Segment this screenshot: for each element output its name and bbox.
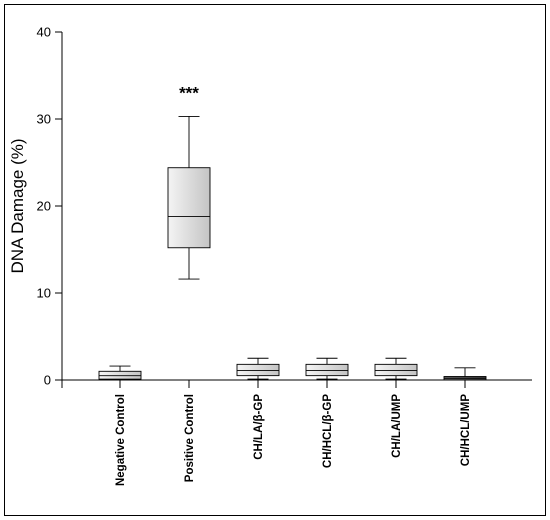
x-category-label: CH/LA/UMP (391, 394, 403, 458)
y-tick-label: 20 (37, 199, 51, 214)
box-group (374, 357, 418, 380)
y-tick-label: 10 (37, 286, 51, 301)
x-category-label: Positive Control (184, 394, 196, 482)
box-group (98, 365, 142, 381)
box-group (167, 115, 211, 280)
x-category-label: CH/HCL/β-GP (322, 394, 334, 468)
labels-layer: Negative Control Positive Control CH/LA/β-… (115, 84, 472, 486)
chart-frame (4, 4, 546, 516)
box-group (305, 357, 349, 380)
boxes-layer (98, 115, 487, 381)
y-tick-label: 40 (37, 25, 51, 40)
x-category-label: CH/HCL/UMP (460, 394, 472, 467)
x-category-label: Negative Control (115, 394, 127, 486)
box-group (443, 367, 487, 381)
y-tick-label: 30 (37, 112, 51, 127)
significance-annotation: *** (179, 84, 199, 103)
box-iqr (167, 167, 211, 249)
y-tick-label: 0 (44, 373, 51, 388)
x-category-label: CH/LA/β-GP (253, 394, 265, 460)
axes-layer: 0 10 20 30 40 DNA Damage (%) (8, 25, 532, 388)
y-axis-title: DNA Damage (%) (8, 138, 27, 273)
box-group (236, 357, 280, 380)
